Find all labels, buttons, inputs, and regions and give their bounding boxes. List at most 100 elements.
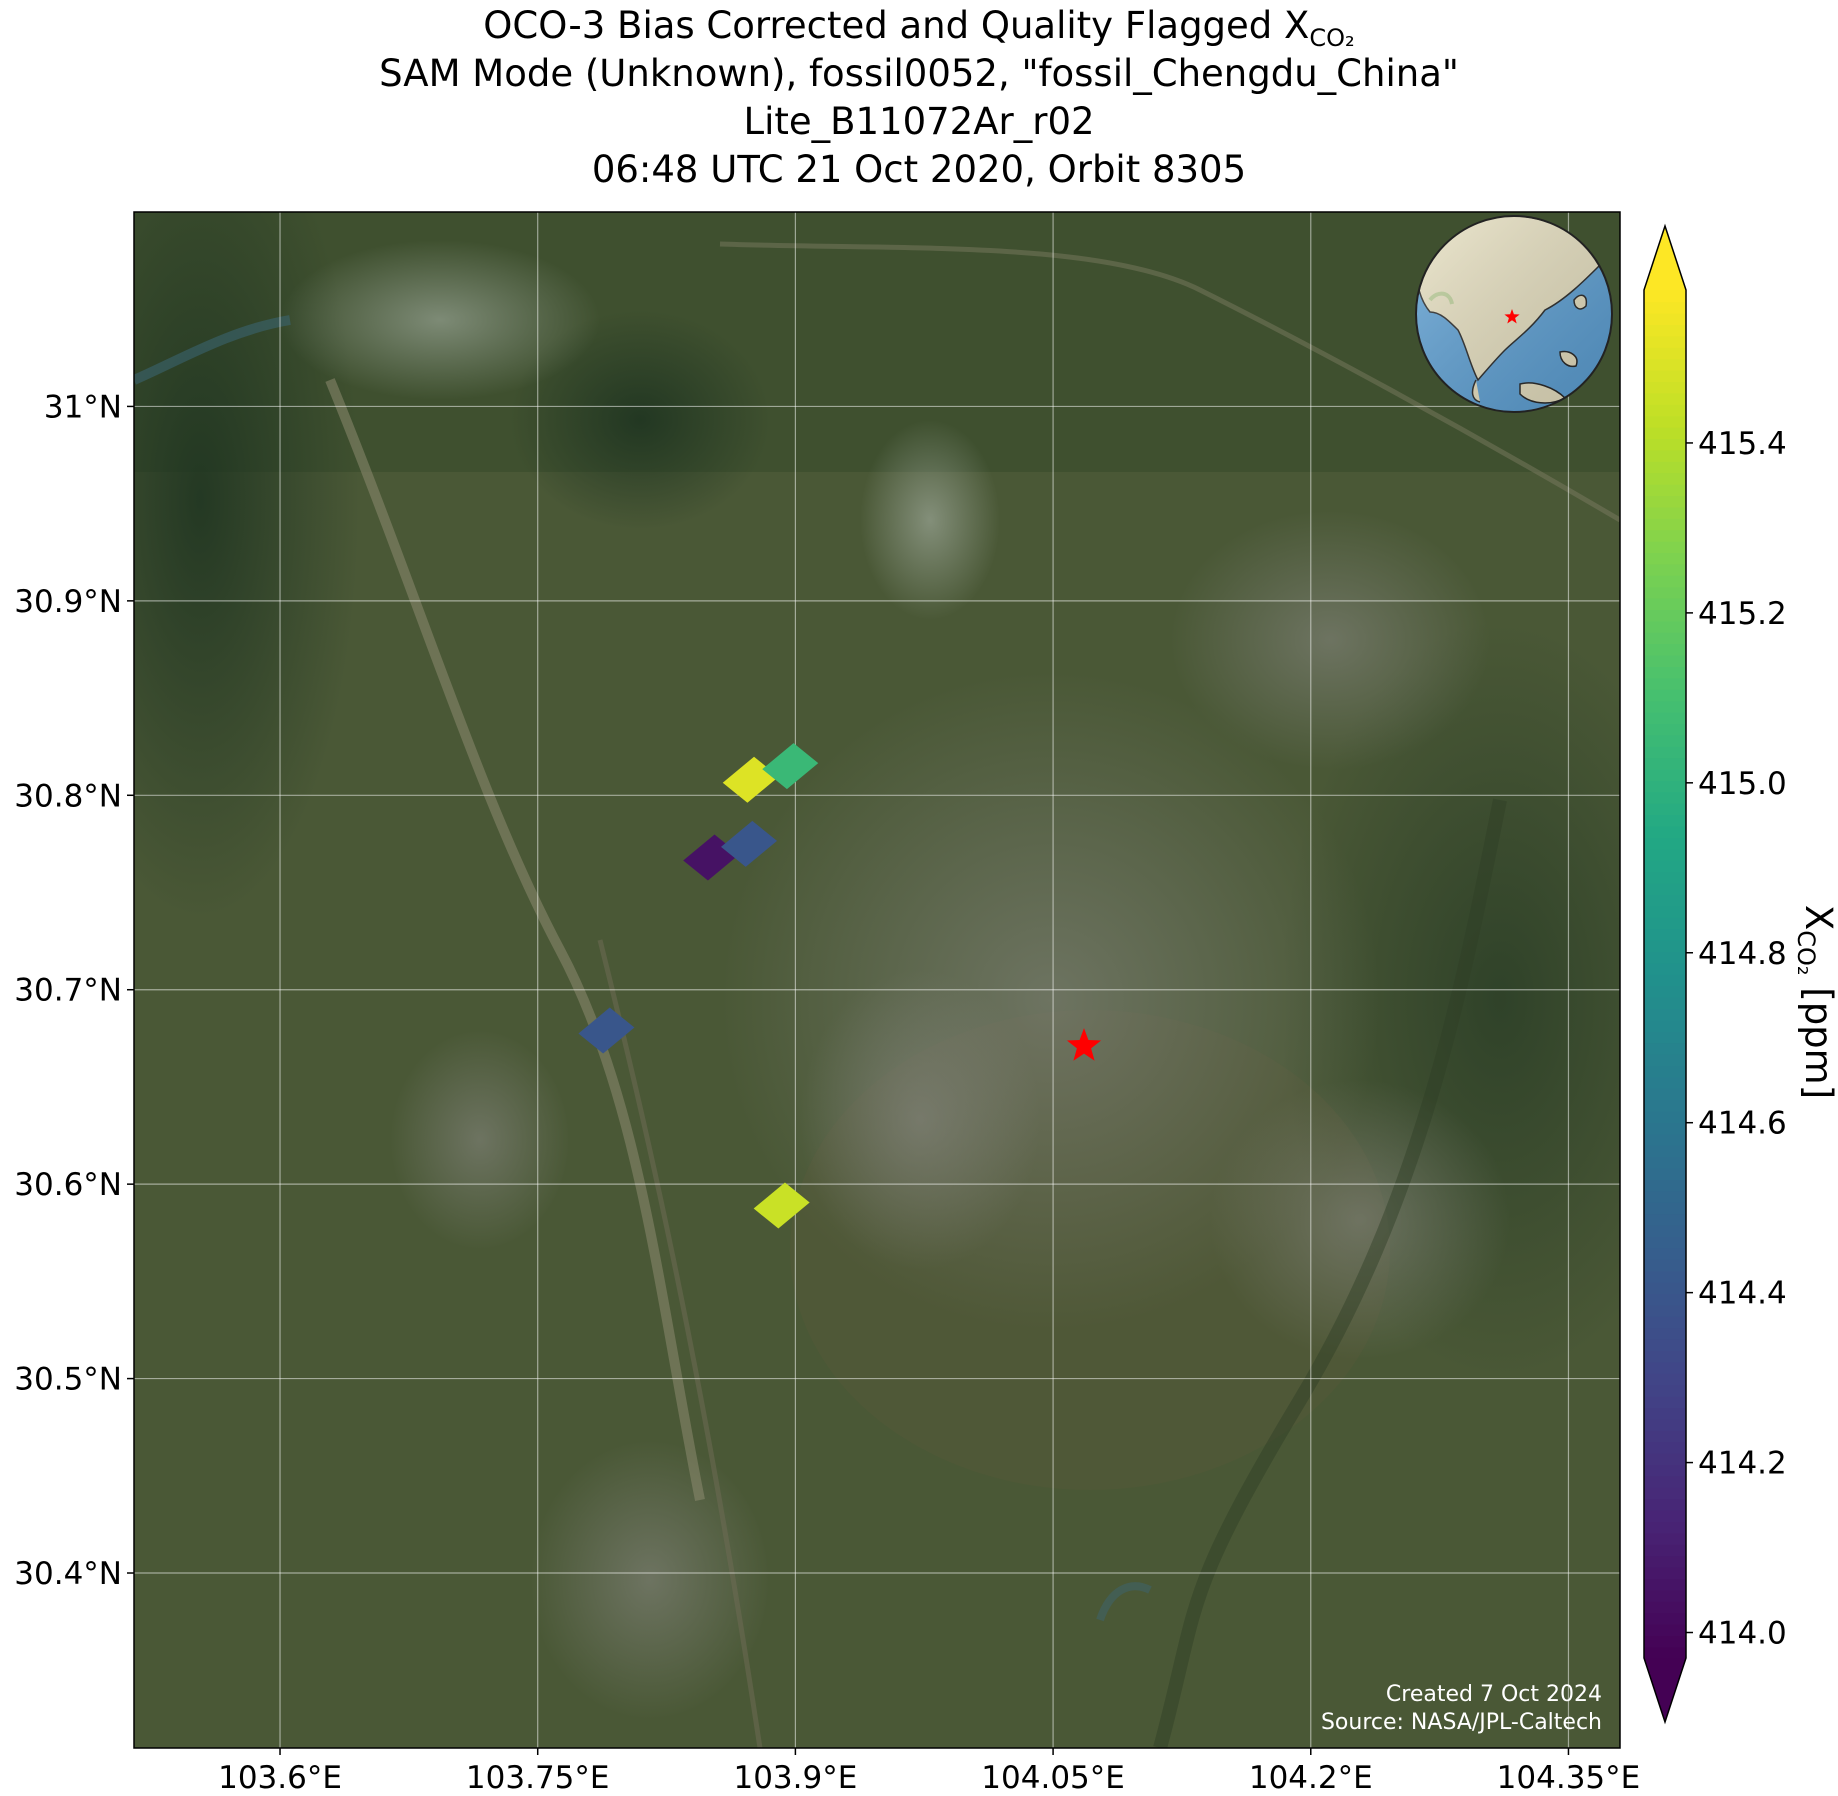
- colorbar-segment: [1644, 1247, 1686, 1260]
- colorbar-label: XCO₂ [ppm]: [1792, 904, 1838, 1100]
- colorbar-segment: [1644, 1452, 1686, 1465]
- colorbar-tick-label: 415.0: [1698, 766, 1787, 802]
- colorbar-segment: [1644, 757, 1686, 770]
- latitude-tick-labels: 30.4°N 30.5°N 30.6°N 30.7°N 30.8°N 30.9°N 31°N: [14, 389, 134, 1592]
- colorbar-segment: [1644, 860, 1686, 873]
- colorbar-segment: [1644, 666, 1686, 679]
- colorbar-segment: [1644, 1167, 1686, 1180]
- map-gridlines: [134, 212, 1620, 1748]
- colorbar-segment: [1644, 768, 1686, 781]
- colorbar-segment: [1644, 1270, 1686, 1283]
- colorbar-segment: [1644, 1646, 1686, 1659]
- colorbar-segment: [1644, 1110, 1686, 1123]
- colorbar-segment: [1644, 301, 1686, 314]
- sounding-footprint: [721, 820, 778, 867]
- colorbar-tick-label: 415.2: [1698, 596, 1787, 632]
- colorbar-segment: [1644, 369, 1686, 382]
- colorbar-segment: [1644, 404, 1686, 417]
- colorbar-tick-label: 415.4: [1698, 426, 1787, 462]
- colorbar-segment: [1644, 1259, 1686, 1272]
- target-star-marker: [1066, 1028, 1102, 1061]
- colorbar-segment: [1644, 1281, 1686, 1294]
- colorbar-segment: [1644, 677, 1686, 690]
- colorbar-segment: [1644, 985, 1686, 998]
- colorbar-segment: [1644, 837, 1686, 850]
- source-credit: Source: NASA/JPL-Caltech: [1321, 1710, 1602, 1735]
- colorbar-segment: [1644, 609, 1686, 622]
- colorbar-segment: [1644, 1019, 1686, 1032]
- colorbar-segment: [1644, 620, 1686, 633]
- colorbar-segment: [1644, 1464, 1686, 1477]
- colorbar-segment: [1644, 1498, 1686, 1511]
- colorbar-segment: [1644, 1088, 1686, 1101]
- colorbar-segment: [1644, 381, 1686, 394]
- colorbar-segment: [1644, 1521, 1686, 1534]
- colorbar-segment: [1644, 803, 1686, 816]
- colorbar-segment: [1644, 951, 1686, 964]
- title-line-2: SAM Mode (Unknown), fossil0052, "fossil_…: [379, 52, 1459, 95]
- lon-tick-label: 103.75°E: [466, 1760, 610, 1796]
- colorbar-segment: [1644, 1430, 1686, 1443]
- colorbar-segment: [1644, 1122, 1686, 1135]
- globe-location-star: [1504, 309, 1520, 324]
- colorbar-segment: [1644, 1190, 1686, 1203]
- colorbar-segment: [1644, 1635, 1686, 1648]
- colorbar-segment: [1644, 1418, 1686, 1431]
- colorbar-segment: [1644, 1487, 1686, 1500]
- colorbar-segment: [1644, 1566, 1686, 1579]
- lat-tick-label: 31°N: [44, 389, 122, 425]
- colorbar-segment: [1644, 1350, 1686, 1363]
- colorbar-segment: [1644, 1361, 1686, 1374]
- colorbar-segment: [1644, 939, 1686, 952]
- colorbar-segment: [1644, 1316, 1686, 1329]
- colorbar-segment: [1644, 1202, 1686, 1215]
- colorbar-segment: [1644, 1327, 1686, 1340]
- satellite-background: [134, 212, 1620, 1748]
- colorbar-segment: [1644, 1373, 1686, 1386]
- colorbar-segment: [1644, 1338, 1686, 1351]
- colorbar-segment: [1644, 1133, 1686, 1146]
- colorbar-segment: [1644, 472, 1686, 485]
- longitude-tick-labels: 103.6°E 103.75°E 103.9°E 104.05°E 104.2°E 104…: [218, 1748, 1640, 1796]
- colorbar-segment: [1644, 689, 1686, 702]
- colorbar-segment: [1644, 654, 1686, 667]
- colorbar-extend-max: [1644, 226, 1686, 290]
- colorbar-segment: [1644, 723, 1686, 736]
- colorbar-segment: [1644, 449, 1686, 462]
- colorbar-segment: [1644, 597, 1686, 610]
- lat-tick-label: 30.9°N: [14, 584, 122, 620]
- colorbar-segment: [1644, 1544, 1686, 1557]
- colorbar-segment: [1644, 563, 1686, 576]
- colorbar-segment: [1644, 438, 1686, 451]
- colorbar-segment: [1644, 1156, 1686, 1169]
- colorbar-segment: [1644, 1053, 1686, 1066]
- colorbar-segment: [1644, 1304, 1686, 1317]
- sounding-footprint: [578, 1007, 635, 1054]
- colorbar-segment: [1644, 711, 1686, 724]
- colorbar-segment: [1644, 1099, 1686, 1112]
- colorbar-segment: [1644, 791, 1686, 804]
- colorbar-segment: [1644, 1475, 1686, 1488]
- colorbar-segment: [1644, 312, 1686, 325]
- created-date-credit: Created 7 Oct 2024: [1386, 1682, 1602, 1707]
- colorbar-segment: [1644, 1213, 1686, 1226]
- colorbar-segment: [1644, 1224, 1686, 1237]
- colorbar-segment: [1644, 1076, 1686, 1089]
- colorbar-segment: [1644, 540, 1686, 553]
- lon-tick-label: 103.6°E: [218, 1760, 342, 1796]
- colorbar-extend-min: [1644, 1658, 1686, 1722]
- colorbar-segment: [1644, 392, 1686, 405]
- colorbar-tick-label: 414.2: [1698, 1446, 1787, 1482]
- lon-tick-label: 104.05°E: [981, 1760, 1125, 1796]
- title-line-1: OCO-3 Bias Corrected and Quality Flagged…: [483, 4, 1355, 52]
- colorbar-segment: [1644, 518, 1686, 531]
- colorbar-segment: [1644, 1145, 1686, 1158]
- map-frame: [133, 211, 1621, 1749]
- colorbar-segment: [1644, 928, 1686, 941]
- lat-tick-label: 30.7°N: [14, 973, 122, 1009]
- colorbar-segment: [1644, 1589, 1686, 1602]
- colorbar-segment: [1644, 1236, 1686, 1249]
- sounding-footprint: [753, 1182, 810, 1229]
- lat-tick-label: 30.5°N: [14, 1362, 122, 1398]
- lat-tick-label: 30.8°N: [14, 778, 122, 814]
